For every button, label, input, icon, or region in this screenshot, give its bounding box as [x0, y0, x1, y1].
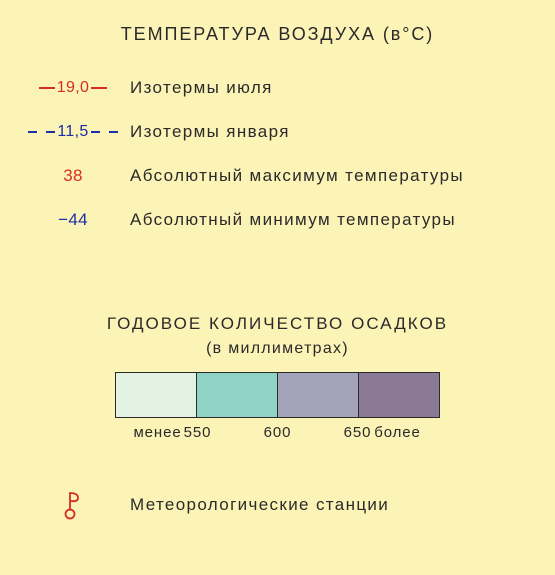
abs-min-label: Абсолютный минимум температуры: [118, 210, 456, 230]
july-isotherm-value: 19,0: [57, 79, 89, 97]
line-icon: [91, 87, 107, 89]
legend-row-january: 11,5 Изотермы января: [28, 122, 535, 142]
color-ramp: [115, 372, 440, 418]
abs-max-value: 38: [28, 166, 118, 186]
legend-row-july: 19,0 Изотермы июля: [28, 78, 535, 98]
january-isotherm-symbol: 11,5: [28, 123, 118, 141]
line-icon: [39, 87, 55, 89]
abs-max-label: Абсолютный максимум температуры: [118, 166, 464, 186]
legend-row-abs-max: 38 Абсолютный максимум температуры: [28, 166, 535, 186]
ramp-cell: [277, 373, 358, 417]
dash-icon: [28, 131, 37, 133]
ramp-label: 650: [344, 424, 372, 441]
meteo-station-icon: [28, 490, 118, 520]
meteo-station-label: Метеорологические станции: [118, 495, 389, 515]
abs-min-value: −44: [28, 210, 118, 230]
dash-icon: [91, 131, 100, 133]
ramp-cell: [196, 373, 277, 417]
ramp-label: более: [374, 424, 421, 441]
temperature-legend: 19,0 Изотермы июля 11,5 Изотермы января …: [28, 78, 535, 254]
july-isotherm-label: Изотермы июля: [118, 78, 273, 98]
section-subtitle-precip: (в миллиметрах): [0, 340, 555, 358]
ramp-cell: [358, 373, 440, 417]
legend-row-abs-min: −44 Абсолютный минимум температуры: [28, 210, 535, 230]
section-title-temperature: ТЕМПЕРАТУРА ВОЗДУХА (в°С): [0, 24, 555, 45]
january-isotherm-label: Изотермы января: [118, 122, 290, 142]
precip-ramp: менее550 600 650более: [0, 372, 555, 450]
ramp-label: 600: [264, 424, 292, 441]
ramp-label: менее: [133, 424, 181, 441]
legend-row-meteo: Метеорологические станции: [28, 490, 535, 520]
january-isotherm-value: 11,5: [57, 123, 88, 141]
july-isotherm-symbol: 19,0: [28, 79, 118, 97]
ramp-cell: [115, 373, 196, 417]
ramp-label: 550: [184, 424, 212, 441]
section-title-precip: ГОДОВОЕ КОЛИЧЕСТВО ОСАДКОВ: [0, 314, 555, 334]
color-ramp-labels: менее550 600 650более: [118, 424, 438, 450]
dash-icon: [46, 131, 55, 133]
dash-icon: [109, 131, 118, 133]
